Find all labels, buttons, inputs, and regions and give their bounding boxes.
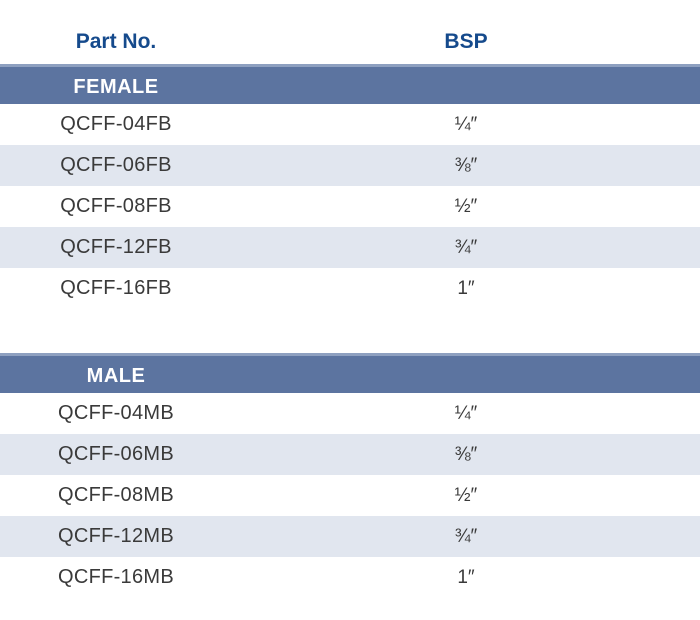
part-number: QCFF-12FB [60, 236, 172, 258]
bsp-size: ½″ [454, 196, 478, 217]
table-row: QCFF-06MB ⅜″ [0, 434, 700, 475]
table-row: QCFF-12FB ¾″ [0, 227, 700, 268]
part-number: QCFF-06FB [60, 154, 172, 176]
section-title: MALE [86, 365, 146, 387]
column-header-bsp: BSP [444, 30, 488, 53]
table-row: QCFF-08FB ½″ [0, 186, 700, 227]
bsp-size: ⅜″ [454, 444, 478, 465]
part-number: QCFF-08FB [60, 195, 172, 217]
bsp-size: ¼″ [454, 403, 478, 424]
part-number: QCFF-04FB [60, 113, 172, 135]
part-number: QCFF-16FB [60, 277, 172, 299]
part-number: QCFF-12MB [57, 525, 175, 547]
table-row: QCFF-06FB ⅜″ [0, 145, 700, 186]
part-number: QCFF-04MB [57, 402, 175, 424]
bsp-size: ¾″ [454, 237, 478, 258]
table-row: QCFF-16FB 1″ [0, 268, 700, 309]
column-header-part-no: Part No. [75, 30, 157, 53]
table-row: QCFF-08MB ½″ [0, 475, 700, 516]
bsp-size: ⅜″ [454, 155, 478, 176]
section-title: FEMALE [73, 76, 159, 98]
table-row: QCFF-12MB ¾″ [0, 516, 700, 557]
bsp-size: ¼″ [454, 114, 478, 135]
table-row: QCFF-16MB 1″ [0, 557, 700, 598]
part-number: QCFF-06MB [57, 443, 175, 465]
table-row: QCFF-04FB ¼″ [0, 104, 700, 145]
female-section: FEMALE QCFF-04FB ¼″ QCFF-06FB ⅜″ QCFF-08… [0, 64, 700, 309]
section-band: FEMALE [0, 64, 700, 104]
bsp-size: 1″ [457, 278, 475, 299]
bsp-size: ½″ [454, 485, 478, 506]
male-section: MALE QCFF-04MB ¼″ QCFF-06MB ⅜″ QCFF-08MB… [0, 353, 700, 598]
bsp-size: ¾″ [454, 526, 478, 547]
table-row: QCFF-04MB ¼″ [0, 393, 700, 434]
part-number: QCFF-08MB [57, 484, 175, 506]
bsp-size: 1″ [457, 567, 475, 588]
section-band: MALE [0, 353, 700, 393]
part-number: QCFF-16MB [57, 566, 175, 588]
